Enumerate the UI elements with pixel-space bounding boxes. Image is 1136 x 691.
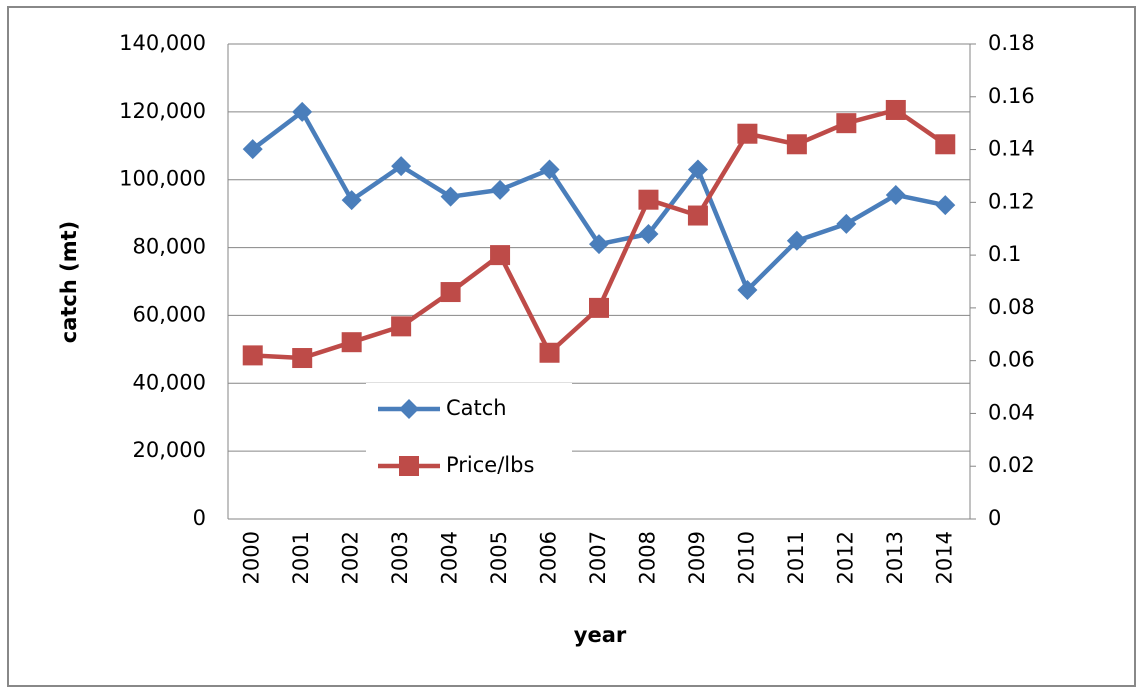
y2-tick-label: 0.04 <box>988 400 1035 424</box>
point <box>490 179 511 200</box>
y2-tick-label: 0.1 <box>988 242 1021 266</box>
y2-tick-label: 0.14 <box>988 137 1035 161</box>
point <box>836 213 857 234</box>
y2-tick-label: 0.08 <box>988 295 1035 319</box>
point <box>391 316 412 337</box>
y-tick-label: 100,000 <box>119 167 206 191</box>
x-tick-label: 2006 <box>537 531 561 584</box>
legend-label: Price/lbs <box>446 453 534 477</box>
y-axis-title: catch (mt) <box>57 221 81 343</box>
x-tick-label: 2009 <box>685 531 709 584</box>
point <box>440 186 461 207</box>
point <box>836 113 857 134</box>
y2-tick-label: 0.12 <box>988 189 1035 213</box>
point <box>935 195 956 216</box>
x-tick-label: 2011 <box>784 531 808 584</box>
point <box>490 245 511 266</box>
x-tick-label: 2014 <box>932 531 956 584</box>
x-tick-label: 2007 <box>586 531 610 584</box>
x-tick-label: 2001 <box>289 531 313 584</box>
point <box>589 234 609 255</box>
y-tick-label: 0 <box>193 506 206 530</box>
y-tick-label: 60,000 <box>133 302 206 326</box>
legend-label: Catch <box>446 396 507 420</box>
x-tick-label: 2002 <box>339 531 363 584</box>
x-tick-label: 2008 <box>635 531 659 584</box>
point <box>687 159 708 180</box>
point <box>638 189 659 210</box>
point <box>391 156 412 177</box>
x-tick-label: 2004 <box>438 531 462 584</box>
y2-tick-label: 0 <box>988 506 1001 530</box>
y2-tick-label: 0.02 <box>988 453 1035 477</box>
point <box>885 99 906 120</box>
x-tick-label: 2013 <box>883 531 907 584</box>
point <box>885 184 906 205</box>
legend-marker <box>399 399 419 419</box>
y2-tick-label: 0.16 <box>988 84 1035 108</box>
y2-tick-label: 0.18 <box>988 31 1035 55</box>
frame <box>7 6 1136 687</box>
legend-marker <box>399 456 419 476</box>
x-tick-label: 2010 <box>734 531 758 584</box>
point <box>440 282 461 303</box>
y-tick-label: 80,000 <box>133 235 206 259</box>
point <box>687 205 708 226</box>
point <box>786 134 807 155</box>
point <box>292 348 313 369</box>
point <box>341 332 362 353</box>
x-axis-title: year <box>574 623 627 647</box>
point <box>737 279 758 300</box>
y-tick-label: 140,000 <box>119 31 206 55</box>
point <box>242 139 263 160</box>
y-tick-label: 120,000 <box>119 99 206 123</box>
y2-tick-label: 0.06 <box>988 348 1035 372</box>
x-tick-label: 2005 <box>487 531 511 584</box>
point <box>589 297 609 318</box>
point <box>242 345 263 366</box>
x-tick-label: 2003 <box>388 531 412 584</box>
point <box>292 101 313 122</box>
point <box>737 123 758 144</box>
point <box>539 159 560 180</box>
y-tick-label: 20,000 <box>133 438 206 462</box>
point <box>786 230 807 251</box>
point <box>539 342 560 363</box>
x-tick-label: 2012 <box>833 531 857 584</box>
point <box>935 134 956 155</box>
x-tick-label: 2000 <box>240 531 264 584</box>
point <box>638 224 659 244</box>
y-tick-label: 40,000 <box>133 370 206 394</box>
point <box>341 190 362 211</box>
